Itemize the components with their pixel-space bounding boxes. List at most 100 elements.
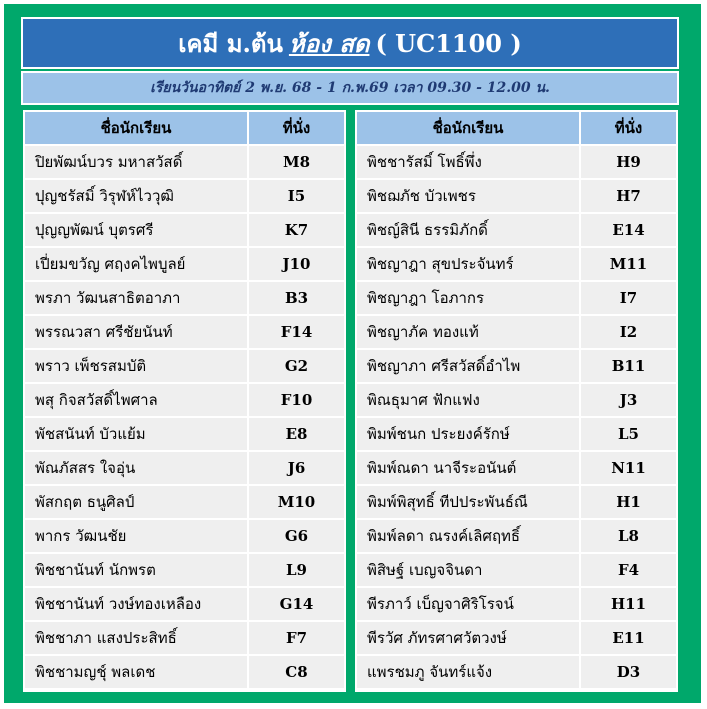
title-code: ( UC1100 ) (375, 28, 522, 58)
table-row: พิชญ์สินี ธรรมิภักดิ์ E14 (357, 214, 676, 246)
right-table-body: พิชชารัสมิ์ โพธิ์พึ่ง H9 พิชฌภัช บัวเพชร H7… (357, 146, 676, 688)
column-header-seat: ที่นั่ง (581, 112, 676, 144)
student-name: พิชญาฎา สุขประจันทร์ (357, 248, 579, 280)
table-row: พรภา วัฒนสาธิตอาภา B3 (25, 282, 344, 314)
seat-number: F7 (249, 622, 344, 654)
table-row: พัณภัสสร ใจอุ่น J6 (25, 452, 344, 484)
column-header-name: ชื่อนักเรียน (357, 112, 579, 144)
student-name: พิชฌภัช บัวเพชร (357, 180, 579, 212)
student-name: พีรภาว์ เบ็ญจาศิริโรจน์ (357, 588, 579, 620)
seat-number: H11 (581, 588, 676, 620)
seat-number: F14 (249, 316, 344, 348)
seat-number: K7 (249, 214, 344, 246)
student-name: พิชญาฎา โอภากร (357, 282, 579, 314)
seat-number: F10 (249, 384, 344, 416)
table-row: พรรณวสา ศรีชัยนันท์ F14 (25, 316, 344, 348)
table-row: พิชญาภัค ทองแท้ I2 (357, 316, 676, 348)
seat-number: B3 (249, 282, 344, 314)
student-name: ปิยพัฒน์บวร มหาสวัสดิ์ (25, 146, 247, 178)
student-name: พิมพ์ณดา นาจีระอนันต์ (357, 452, 579, 484)
student-name: ปุญญพัฒน์ บุตรศรี (25, 214, 247, 246)
seat-number: F4 (581, 554, 676, 586)
student-name: แพรชมภู จันทร์แจ้ง (357, 656, 579, 688)
student-name: พีรวัศ ภัทรศาศวัตวงษ์ (357, 622, 579, 654)
column-header-name: ชื่อนักเรียน (25, 112, 247, 144)
student-name: พิมพ์พิสุทธิ์ ทีปประพันธ์ณี (357, 486, 579, 518)
table-row: พีรวัศ ภัทรศาศวัตวงษ์ E11 (357, 622, 676, 654)
seat-number: E8 (249, 418, 344, 450)
student-name: พัสกฤต ธนูศิลป์ (25, 486, 247, 518)
seat-number: J10 (249, 248, 344, 280)
table-row: พิชญาฎา สุขประจันทร์ M11 (357, 248, 676, 280)
table-row: พัชสนันท์ บัวแย้ม E8 (25, 418, 344, 450)
student-name: พราว เพ็ชรสมบัติ (25, 350, 247, 382)
student-name: พิชญาภา ศรีสวัสดิ์อำไพ (357, 350, 579, 382)
seat-number: G14 (249, 588, 344, 620)
table-row: พิมพ์พิสุทธิ์ ทีปประพันธ์ณี H1 (357, 486, 676, 518)
student-name: พรรณวสา ศรีชัยนันท์ (25, 316, 247, 348)
table-row: แพรชมภู จันทร์แจ้ง D3 (357, 656, 676, 688)
table-row: ปุญญพัฒน์ บุตรศรี K7 (25, 214, 344, 246)
seat-number: J3 (581, 384, 676, 416)
student-name: พิชชานันท์ วงษ์ทองเหลือง (25, 588, 247, 620)
seat-number: L5 (581, 418, 676, 450)
student-name: พิมพ์ลดา ณรงค์เลิศฤทธิ์ (357, 520, 579, 552)
table-row: พิชฌภัช บัวเพชร H7 (357, 180, 676, 212)
table-row: เปี่ยมขวัญ ศฤงคไพบูลย์ J10 (25, 248, 344, 280)
student-name: พิมพ์ชนก ประยงค์รักษ์ (357, 418, 579, 450)
left-student-panel: ชื่อนักเรียน ที่นั่ง ปิยพัฒน์บวร มหาสวัส… (23, 110, 346, 692)
student-name: พิชญาภัค ทองแท้ (357, 316, 579, 348)
seat-number: I5 (249, 180, 344, 212)
student-name: พากร วัฒนชัย (25, 520, 247, 552)
table-row: พิชญาภา ศรีสวัสดิ์อำไพ B11 (357, 350, 676, 382)
seat-number: G2 (249, 350, 344, 382)
column-header-seat: ที่นั่ง (249, 112, 344, 144)
table-row: พิมพ์ชนก ประยงค์รักษ์ L5 (357, 418, 676, 450)
table-row: พัสกฤต ธนูศิลป์ M10 (25, 486, 344, 518)
right-student-panel: ชื่อนักเรียน ที่นั่ง พิชชารัสมิ์ โพธิ์พึ… (355, 110, 678, 692)
student-name: พิสิษฐ์ เบญจจินดา (357, 554, 579, 586)
seat-number: J6 (249, 452, 344, 484)
table-row: พิชญาฎา โอภากร I7 (357, 282, 676, 314)
seat-number: M10 (249, 486, 344, 518)
student-name: พัณภัสสร ใจอุ่น (25, 452, 247, 484)
seat-number: E14 (581, 214, 676, 246)
student-name: พสุ กิจสวัสดิ์ไพศาล (25, 384, 247, 416)
student-name: เปี่ยมขวัญ ศฤงคไพบูลย์ (25, 248, 247, 280)
table-row: พากร วัฒนชัย G6 (25, 520, 344, 552)
table-row: พิมพ์ลดา ณรงค์เลิศฤทธิ์ L8 (357, 520, 676, 552)
seat-number: M11 (581, 248, 676, 280)
title-room: ห้อง สด (288, 28, 370, 58)
table-row: ปุญชรัสมิ์ วิรุฬห์ไววุฒิ I5 (25, 180, 344, 212)
table-row: พีรภาว์ เบ็ญจาศิริโรจน์ H11 (357, 588, 676, 620)
table-row: พิสิษฐ์ เบญจจินดา F4 (357, 554, 676, 586)
seat-number: H9 (581, 146, 676, 178)
student-name: พัชสนันท์ บัวแย้ม (25, 418, 247, 450)
table-row: ปิยพัฒน์บวร มหาสวัสดิ์ M8 (25, 146, 344, 178)
seat-number: D3 (581, 656, 676, 688)
table-row: พิชชารัสมิ์ โพธิ์พึ่ง H9 (357, 146, 676, 178)
seat-number: C8 (249, 656, 344, 688)
student-name: พิณธุมาศ ฟักแฟง (357, 384, 579, 416)
seat-number: E11 (581, 622, 676, 654)
student-name: พิชชามญชุ์ พลเดช (25, 656, 247, 688)
table-header-row: ชื่อนักเรียน ที่นั่ง (357, 112, 676, 144)
title-subject: เคมี ม.ต้น (178, 28, 283, 58)
left-student-table: ชื่อนักเรียน ที่นั่ง ปิยพัฒน์บวร มหาสวัส… (23, 110, 346, 690)
table-header-row: ชื่อนักเรียน ที่นั่ง (25, 112, 344, 144)
table-row: พิชชานันท์ นักพรต L9 (25, 554, 344, 586)
student-name: พิชชารัสมิ์ โพธิ์พึ่ง (357, 146, 579, 178)
schedule-banner: เรียนวันอาทิตย์ 2 พ.ย. 68 - 1 ก.พ.69 เวล… (21, 71, 679, 105)
left-table-body: ปิยพัฒน์บวร มหาสวัสดิ์ M8 ปุญชรัสมิ์ วิรุฬ… (25, 146, 344, 688)
seat-number: I2 (581, 316, 676, 348)
seat-number: N11 (581, 452, 676, 484)
table-row: พราว เพ็ชรสมบัติ G2 (25, 350, 344, 382)
table-row: พิณธุมาศ ฟักแฟง J3 (357, 384, 676, 416)
seat-number: H7 (581, 180, 676, 212)
student-name: พรภา วัฒนสาธิตอาภา (25, 282, 247, 314)
schedule-text: เรียนวันอาทิตย์ 2 พ.ย. 68 - 1 ก.พ.69 เวล… (150, 80, 550, 96)
table-row: พิชชามญชุ์ พลเดช C8 (25, 656, 344, 688)
table-row: พิมพ์ณดา นาจีระอนันต์ N11 (357, 452, 676, 484)
student-name: พิชชาภา แสงประสิทธิ์ (25, 622, 247, 654)
seat-number: L8 (581, 520, 676, 552)
